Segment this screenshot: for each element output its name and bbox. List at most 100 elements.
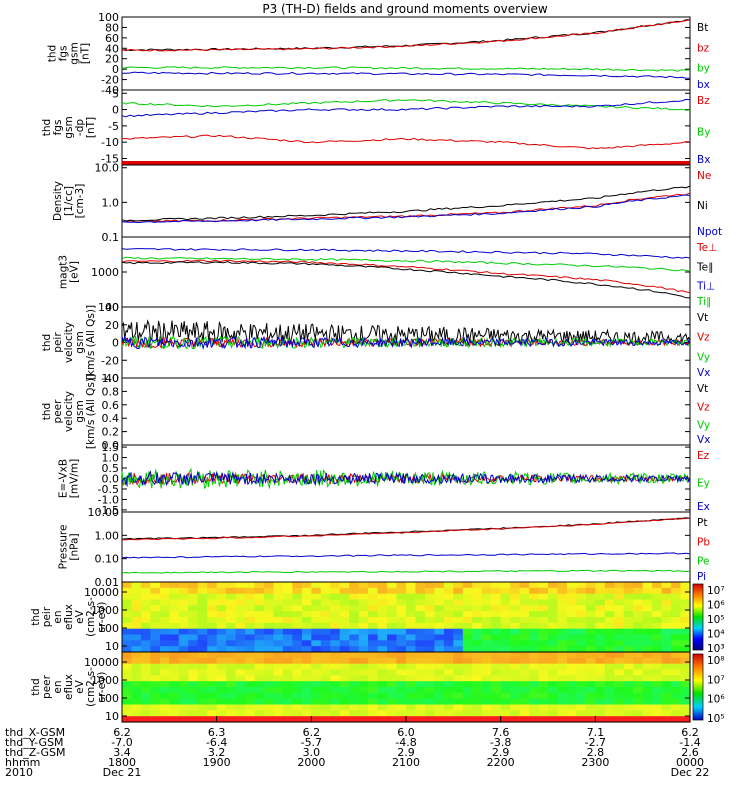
heatmap-cell (481, 657, 492, 665)
heatmap-cell (226, 675, 237, 682)
heatmap-cell (131, 652, 142, 659)
heatmap-cell (434, 587, 445, 595)
y-tick-label: 1.0 (102, 372, 120, 385)
heatmap-cell (150, 628, 161, 636)
heatmap-cell (633, 692, 644, 700)
heatmap-cell (159, 605, 170, 612)
heatmap-cell (235, 692, 246, 700)
heatmap-cell (377, 617, 388, 624)
heatmap-cell (472, 669, 483, 676)
heatmap-cell (282, 669, 293, 676)
heatmap-cell (150, 675, 161, 682)
heatmap-cell (491, 634, 502, 641)
heatmap-cell (661, 652, 672, 659)
heatmap-cell (671, 681, 682, 688)
heatmap-cell (339, 617, 350, 624)
heatmap-cell (406, 634, 417, 641)
heatmap-cell (415, 669, 426, 676)
heatmap-cell (140, 582, 151, 589)
heatmap-cell (197, 587, 208, 595)
heatmap-cell (254, 657, 265, 665)
heatmap-cell (406, 669, 417, 676)
heatmap-cell (443, 599, 454, 606)
heatmap-cell (519, 599, 530, 606)
heatmap-cell (614, 634, 625, 641)
heatmap-cell (197, 593, 208, 601)
heatmap-cell (235, 663, 246, 671)
y-label-line: eflux (63, 604, 75, 630)
heatmap-cell (623, 704, 634, 711)
y-label-line: magt3 (58, 255, 70, 289)
heatmap-cell (320, 716, 331, 723)
heatmap-cell (131, 704, 142, 711)
heatmap-cell (510, 716, 521, 723)
y-label-line: [1/cc] (63, 186, 75, 216)
x-row-label: 2010 (5, 766, 33, 779)
heatmap-cell (424, 669, 435, 676)
y-tick-label: -1.5 (98, 504, 119, 517)
legend-Ne: Ne (697, 170, 711, 182)
y-label-line: [nT] (80, 43, 92, 64)
heatmap-cell (273, 646, 284, 653)
heatmap-cell (472, 692, 483, 700)
heatmap-cell (339, 646, 350, 653)
heatmap-cell (443, 611, 454, 618)
heatmap-cell (481, 622, 492, 630)
heatmap-cell (538, 617, 549, 624)
heatmap-cell (368, 599, 379, 606)
x-tick-label: -6.4 (206, 736, 227, 749)
heatmap-cell (169, 622, 180, 630)
heatmap-cell (226, 692, 237, 700)
heatmap-cell (273, 582, 284, 589)
heatmap-cell (434, 710, 445, 717)
heatmap-cell (330, 628, 341, 636)
x-tick-label: 6.2 (303, 726, 321, 739)
heatmap-cell (358, 704, 369, 711)
heatmap-cell (311, 681, 322, 688)
heatmap-cell (368, 593, 379, 601)
heatmap-cell (500, 687, 511, 694)
heatmap-cell (453, 611, 464, 618)
heatmap-cell (330, 646, 341, 653)
heatmap-cell (188, 704, 199, 711)
heatmap-cell (207, 582, 218, 589)
heatmap-cell (491, 622, 502, 630)
y-tick-label: 0.5 (102, 462, 120, 475)
heatmap-cell (358, 617, 369, 624)
heatmap-cell (519, 611, 530, 618)
heatmap-cell (311, 646, 322, 653)
heatmap-cell (292, 611, 303, 618)
heatmap-cell (585, 710, 596, 717)
heatmap-cell (614, 622, 625, 630)
heatmap-cell (282, 646, 293, 653)
heatmap-cell (557, 634, 568, 641)
heatmap-cell (614, 704, 625, 711)
heatmap-cell (197, 657, 208, 665)
heatmap-cell (548, 657, 559, 665)
heatmap-cell (122, 634, 133, 641)
heatmap-cell (159, 634, 170, 641)
heatmap-cell (188, 587, 199, 595)
series-line-bz (121, 19, 691, 52)
heatmap-cell (254, 704, 265, 711)
heatmap-cell (349, 640, 360, 647)
heatmap-cell (245, 657, 256, 665)
heatmap-cell (633, 675, 644, 682)
heatmap-cell (377, 687, 388, 694)
heatmap-cell (623, 669, 634, 676)
y-label-line: gsm (74, 400, 86, 422)
heatmap-cell (159, 646, 170, 653)
heatmap-cell (424, 617, 435, 624)
heatmap-cell (292, 605, 303, 612)
heatmap-cell (320, 628, 331, 636)
heatmap-cell (226, 710, 237, 717)
heatmap-cell (396, 599, 407, 606)
heatmap-cell (585, 663, 596, 671)
y-tick-label: -20 (101, 74, 119, 87)
heatmap-cell (642, 587, 653, 595)
heatmap-cell (500, 605, 511, 612)
heatmap-cell (245, 675, 256, 682)
heatmap-cell (387, 657, 398, 665)
heatmap-cell (614, 593, 625, 601)
heatmap-cell (548, 599, 559, 606)
